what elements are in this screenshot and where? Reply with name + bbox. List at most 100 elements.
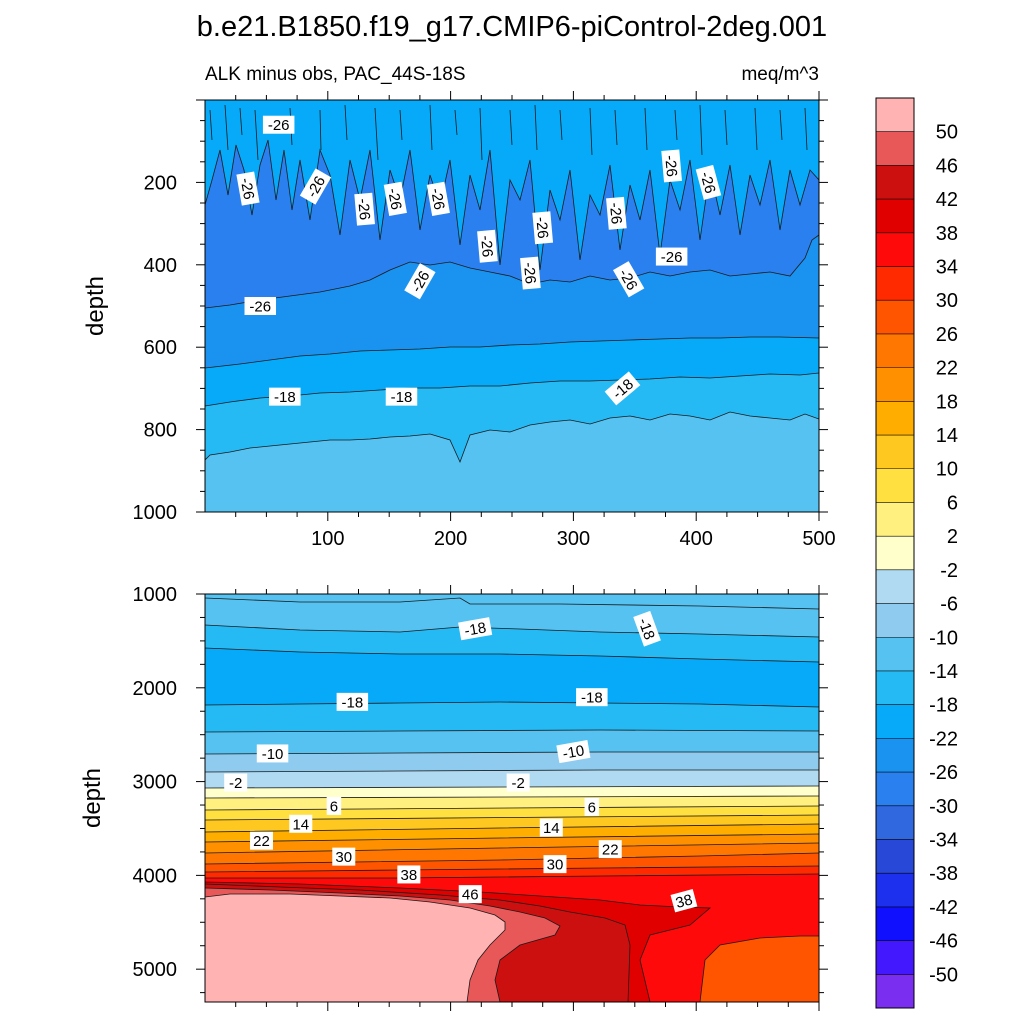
colorbar-swatch <box>876 738 914 773</box>
contour-label-text: 22 <box>602 842 619 859</box>
colorbar-swatch <box>876 131 914 166</box>
contour-label-text: -18 <box>391 389 413 406</box>
contour-label: -26 <box>606 196 627 230</box>
contour-label: -26 <box>695 164 722 200</box>
contour-label-bg <box>289 814 313 833</box>
colorbar-label: 14 <box>936 425 958 447</box>
colorbar-label: -34 <box>929 829 958 851</box>
contour-label: 30 <box>543 855 567 874</box>
contour-label-bg <box>520 256 541 290</box>
contour-label-bg <box>224 773 248 792</box>
contour-label-text: 38 <box>401 867 418 884</box>
top-band-minus22-surface <box>205 100 819 270</box>
contour-label: -26 <box>236 171 260 206</box>
bottom-contour-panel: -18 -18 -18 -18 -10 -10 -2 -2 6 6 14 14 22 22 30 30 38 38… <box>79 584 828 1011</box>
y-tick-label: 4000 <box>133 865 178 887</box>
contour-label: -10 <box>256 744 289 763</box>
contour-label-bg <box>426 181 450 216</box>
contour-label-bg <box>236 171 260 206</box>
colorbar-swatch <box>876 367 914 402</box>
top-contour-labels: -26-26 -26-26 -26 -26-26-26-26-26-26-26-26-… <box>236 115 722 406</box>
contour-label-bg <box>383 181 407 216</box>
contour-label: 22 <box>598 840 622 859</box>
colorbar-label: -26 <box>929 762 958 784</box>
colorbar-label: 2 <box>947 526 958 548</box>
colorbar-swatch <box>876 772 914 807</box>
bottom-axes: 1000 2000 3000 4000 5000 <box>133 584 828 1011</box>
figure-title: b.e21.B1850.f19_g17.CMIP6-piControl-2deg… <box>197 11 827 43</box>
colorbar-swatch <box>876 232 914 268</box>
contour-label-text: -26 <box>532 216 551 239</box>
contour-label: -26 <box>520 256 541 290</box>
contour-label-text: -10 <box>561 742 585 763</box>
contour-label-text: 38 <box>674 891 695 912</box>
colorbar-label: 10 <box>936 459 958 481</box>
contour-label-bg <box>397 865 421 884</box>
contour-label-text: -18 <box>581 690 603 707</box>
contour-label-bg <box>458 885 482 904</box>
colorbar-label: 46 <box>936 155 958 177</box>
contour-label: -10 <box>556 739 591 764</box>
colorbar-label: 34 <box>936 257 958 279</box>
contour-label-bg <box>256 744 289 763</box>
contour-label-bg <box>269 387 301 406</box>
colorbar: 50 46 42 38 34 30 26 22 18 14 10 6 2 -2 -6 -10 -14 -18 -22… <box>875 97 958 1009</box>
contour-label-text: -26 <box>384 187 405 211</box>
top-contour-fills <box>205 100 819 512</box>
colorbar-label: -14 <box>929 661 958 683</box>
contour-label: -26 <box>532 211 554 245</box>
contour-label: -18 <box>336 692 369 711</box>
y-tick-label: 200 <box>144 172 177 194</box>
contour-label: 6 <box>584 797 600 816</box>
colorbar-label: -50 <box>929 964 958 986</box>
contour-label: -26 <box>244 297 277 316</box>
contour-label-text: 46 <box>462 887 479 904</box>
contour-label-bg <box>695 164 722 200</box>
contour-label-text: 14 <box>543 820 560 837</box>
contour-label: 14 <box>289 814 313 833</box>
colorbar-swatch <box>876 536 914 571</box>
contour-label-bg <box>336 692 369 711</box>
contour-label: 22 <box>249 831 273 850</box>
colorbar-label: -18 <box>929 695 958 717</box>
contour-label-text: -10 <box>262 746 284 763</box>
colorbar-label: -46 <box>929 931 958 953</box>
contour-label: -2 <box>506 773 530 792</box>
contour-label-bg <box>354 192 375 226</box>
contour-label-text: 6 <box>330 798 338 815</box>
bot-band-50 <box>205 894 505 1002</box>
top-contour-panel: -26-26 -26-26 -26 -26-26-26-26-26-26-26-26-… <box>82 91 836 550</box>
contour-label: 38 <box>397 865 421 884</box>
contour-label-bg <box>299 168 332 205</box>
contour-label-bg <box>584 797 600 816</box>
contour-label-text: -26 <box>606 202 625 225</box>
contour-label: -26 <box>426 181 450 216</box>
contour-label-bg <box>612 261 645 298</box>
colorbar-swatch <box>876 637 914 672</box>
y-tick-label: 2000 <box>133 678 178 700</box>
contour-label-text: -26 <box>268 117 290 134</box>
colorbar-label: 42 <box>936 189 958 211</box>
contour-label-bg <box>633 610 661 647</box>
colorbar-label: -22 <box>929 728 958 750</box>
contour-label-bg <box>458 617 493 641</box>
contour-label-text: -26 <box>696 170 718 195</box>
contour-label-text: -18 <box>634 616 657 642</box>
x-tick-label: 100 <box>311 528 344 550</box>
colorbar-swatch <box>876 873 914 908</box>
colorbar-label: 18 <box>936 391 958 413</box>
y-tick-label: 1000 <box>133 502 178 524</box>
contour-label: -2 <box>224 773 248 792</box>
contour-label-text: -26 <box>249 299 271 316</box>
contour-label-bg <box>532 211 554 245</box>
contour-label-bg <box>477 229 498 263</box>
x-tick-label: 500 <box>802 528 835 550</box>
contour-label-bg <box>539 818 563 837</box>
colorbar-label: -38 <box>929 863 958 885</box>
contour-label: 46 <box>458 885 482 904</box>
colorbar-swatch <box>876 974 914 1009</box>
colorbar-label: 6 <box>947 492 958 514</box>
contour-label: -18 <box>458 617 493 641</box>
contour-label: -26 <box>354 192 375 226</box>
